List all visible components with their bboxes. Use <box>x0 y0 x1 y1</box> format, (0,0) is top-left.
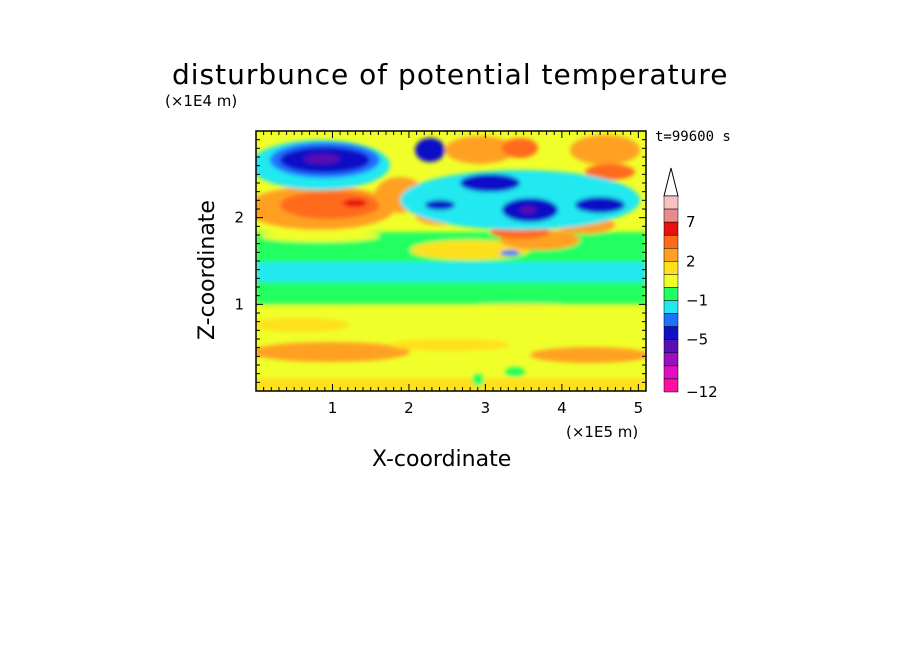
colorbar-cell <box>663 248 679 262</box>
colorbar-cell <box>663 300 679 314</box>
field-patch <box>520 206 536 214</box>
field-patch <box>425 200 455 210</box>
field-patch <box>445 136 515 164</box>
colorbar-cell <box>663 287 679 301</box>
colorbar-cell <box>663 326 679 340</box>
field-patch <box>390 339 510 351</box>
colorbar: 7 2 −1 −5 −12 <box>663 167 718 401</box>
y-tick-label: 1 <box>234 295 244 313</box>
field-patch <box>570 135 640 165</box>
colorbar-cell <box>663 234 679 249</box>
colorbar-label: 7 <box>686 213 696 231</box>
time-label: t=99600 s <box>655 129 731 145</box>
colorbar-cell <box>663 378 679 393</box>
x-tick-label: 5 <box>634 399 644 417</box>
colorbar-cell <box>663 195 679 210</box>
y-axis-unit: (×1E4 m) <box>165 92 238 110</box>
axis-ticks: 1 2 3 4 5 1 2 <box>234 131 647 417</box>
field-patch <box>530 347 646 363</box>
y-tick-label: 2 <box>234 209 244 227</box>
colorbar-arrow <box>663 167 679 197</box>
field-patch <box>256 318 350 332</box>
field-patch <box>280 191 380 219</box>
x-tick-label: 1 <box>328 399 338 417</box>
field-patch <box>472 374 484 386</box>
colorbar-label: −5 <box>686 331 708 349</box>
field-patch <box>575 197 625 213</box>
field-patch <box>585 164 635 180</box>
colorbar-cell <box>663 352 679 367</box>
field-band <box>256 378 646 391</box>
field-patch <box>460 174 520 192</box>
x-tick-label: 4 <box>557 399 567 417</box>
colorbar-cell <box>663 313 679 327</box>
field-patch <box>505 367 525 377</box>
colorbar-cell <box>663 274 679 288</box>
colorbar-label: 2 <box>686 252 696 270</box>
heatmap-field <box>256 131 646 391</box>
chart-title: disturbunce of potential temperature <box>172 58 729 91</box>
x-axis-label: X-coordinate <box>372 447 512 472</box>
colorbar-cell <box>663 221 679 236</box>
field-patch <box>304 154 340 164</box>
field-patch <box>410 240 530 260</box>
colorbar-cell <box>663 339 679 354</box>
colorbar-label: −1 <box>686 292 708 310</box>
colorbar-cell <box>663 365 679 380</box>
x-tick-label: 3 <box>481 399 491 417</box>
x-axis-unit: (×1E5 m) <box>566 423 639 441</box>
field-patch <box>260 230 380 242</box>
field-patch <box>415 138 445 162</box>
field-patch <box>502 138 538 158</box>
field-patch <box>343 199 367 207</box>
colorbar-cell <box>663 208 679 223</box>
field-band <box>256 262 646 282</box>
x-tick-label: 2 <box>404 399 414 417</box>
field-band <box>256 282 646 304</box>
field-patch <box>256 342 410 362</box>
field-patch <box>500 250 520 256</box>
colorbar-cell <box>663 261 679 275</box>
colorbar-label: −12 <box>686 383 718 401</box>
